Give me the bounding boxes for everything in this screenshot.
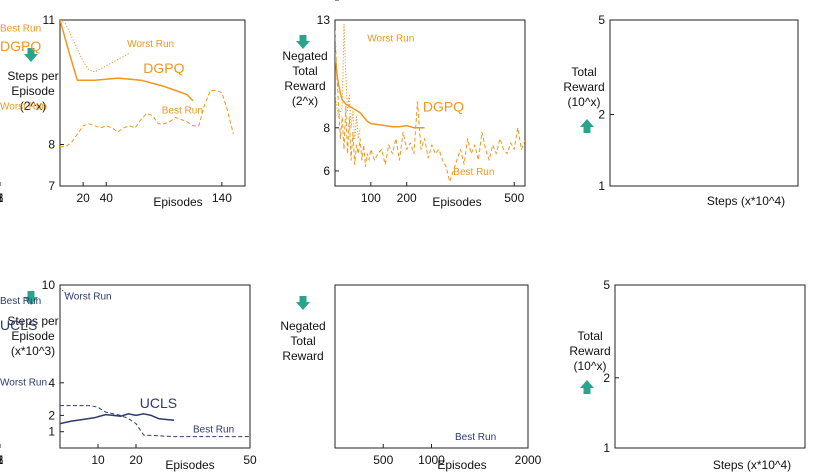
y-tick-label: 13 — [317, 13, 331, 27]
series-annotation: DGPQ — [423, 99, 464, 115]
series-annotation: Best Run — [0, 296, 41, 307]
x-tick-label: 20 — [76, 191, 90, 205]
series-annotation: Best Run — [453, 167, 494, 178]
series-annotation: Worst Run — [367, 34, 414, 45]
y-tick-label: 5 — [603, 278, 610, 292]
x-tick-label: 2000 — [515, 453, 542, 467]
x-tick-label: 1 — [0, 453, 4, 467]
x-tick-label: 5 — [0, 453, 4, 467]
x-tick-label: 1 — [0, 191, 4, 205]
arrow-down-icon — [24, 48, 38, 62]
y-tick-label: 40 — [317, 0, 331, 3]
series-annotation: UCLS — [0, 317, 37, 333]
series-annotation: Worst Run — [65, 292, 112, 303]
series-annotation: Worst Run — [0, 101, 47, 112]
x-axis-label: Episodes — [153, 195, 202, 209]
y-tick-label: 100 — [310, 0, 330, 3]
x-tick-label: 100 — [361, 191, 381, 205]
series-ucls — [60, 413, 175, 425]
y-axis-label: Steps per Episode (x*10^3) — [7, 314, 58, 358]
series-annotation: Best Run — [162, 105, 203, 116]
plot-frame — [59, 19, 246, 187]
x-tick-label: 2 — [0, 191, 4, 205]
x-tick-label: 1000 — [418, 453, 445, 467]
x-tick-label: 200 — [397, 191, 417, 205]
arrow-down-icon — [24, 291, 38, 305]
plot-frame — [59, 284, 251, 449]
x-tick-label: 2 — [0, 453, 4, 467]
y-tick-label: 6 — [323, 164, 330, 178]
y-tick-label: 1 — [603, 441, 610, 455]
arrow-down-icon — [296, 296, 310, 310]
series-annotation: Worst Run — [414, 0, 461, 3]
y-axis-label: Negated Total Reward (2^x) — [282, 49, 327, 108]
series-annotation: Worst Run — [127, 39, 174, 50]
series-annotation: UCLS — [140, 395, 177, 411]
y-tick-label: 7 — [48, 179, 55, 193]
x-axis-label: Steps (x*10^4) — [707, 194, 785, 208]
x-axis-label: Steps (x*10^4) — [713, 458, 791, 472]
series-annotation: UCLS — [430, 0, 467, 3]
panel-2: 100 200 500 6 8 13 Worst Run DGPQ Best Run Negate… — [282, 13, 526, 209]
y-tick-label: 2 — [598, 108, 605, 122]
x-tick-label: 500 — [504, 191, 524, 205]
plot-frame — [614, 284, 806, 449]
y-tick-label: 8 — [323, 121, 330, 135]
x-tick-label: 500 — [373, 453, 393, 467]
series-annotation: Best Run — [455, 432, 496, 443]
y-axis-label: Total Reward (10^x) — [563, 65, 604, 109]
y-tick-label: 20 — [317, 0, 331, 3]
plot-frame — [609, 19, 799, 187]
x-tick-label: 20 — [129, 453, 143, 467]
y-tick-label: 5 — [598, 13, 605, 27]
series-worst-run — [60, 20, 130, 73]
x-axis-label: Episodes — [437, 458, 486, 472]
series-best-run — [335, 30, 525, 183]
y-tick-label: 2 — [603, 371, 610, 385]
panel-1: 20 40 140 7 8 11 Worst Run DGPQ Best Run Steps pe… — [7, 13, 246, 209]
x-tick-label: 40 — [100, 191, 114, 205]
series-annotation: Best Run — [193, 425, 234, 436]
series-annotation: Worst Run — [0, 378, 47, 389]
panel-4: 10 20 50 1 2 4 10 Worst Run UCLS Best Run Steps pe… — [7, 278, 257, 472]
series-worst-run — [335, 23, 361, 140]
series-annotation: DGPQ — [143, 60, 184, 76]
series-dgpq — [335, 52, 425, 129]
y-axis-label: Steps per Episode (2^x) — [7, 69, 58, 113]
series-annotation: Best Run — [0, 23, 41, 34]
y-tick-label: 8 — [48, 138, 55, 152]
arrow-up-icon — [580, 119, 594, 133]
series-best-run — [60, 90, 234, 148]
y-tick-label: 10 — [42, 278, 56, 292]
x-axis-label: Episodes — [432, 195, 481, 209]
x-tick-label: 50 — [243, 453, 257, 467]
arrow-up-icon — [580, 380, 594, 394]
x-axis-label: Episodes — [165, 458, 214, 472]
y-tick-label: 4 — [48, 376, 55, 390]
arrow-down-icon — [296, 35, 310, 49]
plot-frame — [334, 284, 529, 449]
y-tick-label: 1 — [48, 425, 55, 439]
series-dgpq — [60, 20, 194, 102]
x-tick-label: 10 — [91, 453, 105, 467]
series-best-run — [60, 405, 250, 438]
y-tick-label: 11 — [43, 13, 56, 27]
y-tick-label: 1 — [598, 179, 605, 193]
y-axis-label: Total Reward (10^x) — [569, 329, 610, 373]
x-tick-label: 5 — [0, 191, 4, 205]
y-tick-label: 2 — [48, 408, 55, 422]
y-axis-label: Negated Total Reward — [280, 319, 325, 363]
plot-frame — [334, 19, 526, 187]
series-annotation: DGPQ — [0, 38, 41, 54]
x-tick-label: 140 — [212, 191, 232, 205]
